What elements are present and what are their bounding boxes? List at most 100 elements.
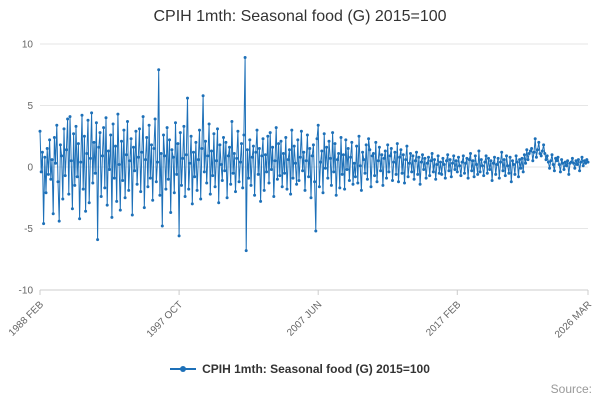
data-point-marker: [55, 123, 59, 127]
data-point-marker: [162, 133, 165, 137]
data-point-marker: [307, 175, 311, 179]
data-point-marker: [377, 145, 381, 149]
data-point-marker: [576, 158, 580, 162]
data-point-marker: [297, 179, 301, 182]
data-point-marker: [259, 199, 263, 203]
data-point-marker: [308, 147, 312, 150]
data-point-marker: [194, 140, 198, 144]
data-point-marker: [204, 139, 207, 143]
data-point-marker: [170, 148, 174, 152]
data-point-marker: [449, 175, 453, 179]
x-axis-tick-label: 2017 FEB: [424, 299, 463, 338]
data-point-marker: [440, 172, 444, 176]
data-point-marker: [380, 153, 384, 157]
data-point-marker: [353, 175, 357, 179]
data-point-marker: [391, 179, 394, 182]
data-point-marker: [496, 156, 500, 160]
data-point-marker: [532, 150, 536, 154]
data-point-marker: [551, 163, 555, 166]
data-point-marker: [253, 193, 257, 197]
data-point-marker: [88, 156, 92, 160]
data-point-marker: [495, 163, 499, 166]
data-point-marker: [45, 147, 49, 150]
data-point-marker: [484, 154, 488, 158]
data-point-marker: [434, 177, 438, 181]
data-point-marker: [250, 155, 254, 159]
data-point-marker: [545, 154, 549, 158]
data-point-marker: [40, 150, 44, 154]
data-point-marker: [473, 154, 477, 158]
data-point-marker: [251, 144, 255, 148]
data-point-marker: [263, 153, 267, 157]
data-point-marker: [578, 169, 582, 173]
data-point-marker: [289, 192, 293, 196]
data-point-marker: [530, 147, 534, 150]
data-point-marker: [344, 138, 348, 142]
data-point-marker: [502, 158, 506, 162]
y-axis-tick-label: 0: [27, 163, 33, 174]
data-point-marker: [122, 128, 126, 132]
data-point-marker: [247, 176, 251, 180]
data-point-marker: [248, 138, 252, 142]
data-point-marker: [158, 193, 162, 197]
data-point-marker: [186, 96, 189, 100]
data-point-marker: [567, 172, 571, 176]
data-point-marker: [85, 152, 89, 155]
data-point-marker: [296, 138, 300, 142]
data-point-marker: [187, 187, 191, 191]
data-point-marker: [406, 175, 410, 179]
data-point-marker: [573, 166, 577, 170]
data-point-marker: [93, 171, 97, 175]
data-point-marker: [579, 160, 583, 164]
data-point-marker: [349, 155, 353, 159]
data-point-marker: [410, 170, 414, 174]
data-point-marker: [73, 183, 77, 187]
data-point-marker: [163, 154, 167, 158]
data-point-marker: [117, 163, 121, 166]
data-point-marker: [271, 145, 275, 149]
data-point-marker: [419, 160, 423, 164]
x-axis-tick-label: 2007 JUN: [285, 299, 324, 338]
data-point-marker: [507, 171, 511, 175]
data-point-marker: [509, 180, 513, 184]
data-point-marker: [550, 153, 554, 157]
data-point-marker: [156, 160, 159, 164]
data-point-marker: [452, 154, 456, 158]
data-point-marker: [520, 156, 524, 160]
data-point-marker: [232, 152, 236, 155]
data-point-marker: [323, 166, 327, 170]
data-point-marker: [268, 131, 272, 135]
data-point-marker: [315, 137, 319, 141]
data-point-marker: [574, 159, 578, 163]
data-point-marker: [226, 154, 230, 158]
data-point-marker: [483, 160, 487, 164]
data-point-marker: [463, 171, 466, 175]
data-point-marker: [201, 94, 205, 98]
legend[interactable]: CPIH 1mth: Seasonal food (G) 2015=100: [0, 362, 600, 376]
data-point-marker: [223, 169, 227, 173]
data-point-marker: [190, 202, 194, 206]
data-point-marker: [386, 143, 390, 147]
data-point-marker: [111, 122, 115, 126]
data-point-marker: [301, 169, 305, 173]
data-point-marker: [415, 150, 418, 154]
data-point-marker: [273, 159, 277, 163]
data-point-marker: [539, 154, 543, 158]
data-point-marker: [96, 238, 100, 242]
data-point-marker: [368, 148, 372, 152]
data-point-marker: [105, 203, 109, 207]
data-point-marker: [319, 160, 323, 164]
data-point-marker: [157, 68, 161, 72]
data-point-marker: [431, 170, 435, 174]
data-point-marker: [337, 152, 341, 155]
data-point-marker: [464, 161, 468, 165]
x-axis-tick-label: 1997 OCT: [145, 299, 185, 339]
data-point-marker: [309, 196, 313, 200]
data-point-marker: [570, 156, 574, 160]
data-point-marker: [338, 186, 342, 190]
data-point-marker: [56, 180, 60, 184]
data-point-marker: [99, 195, 103, 198]
data-point-marker: [136, 155, 140, 159]
data-point-marker: [278, 174, 282, 178]
data-point-marker: [345, 168, 349, 171]
